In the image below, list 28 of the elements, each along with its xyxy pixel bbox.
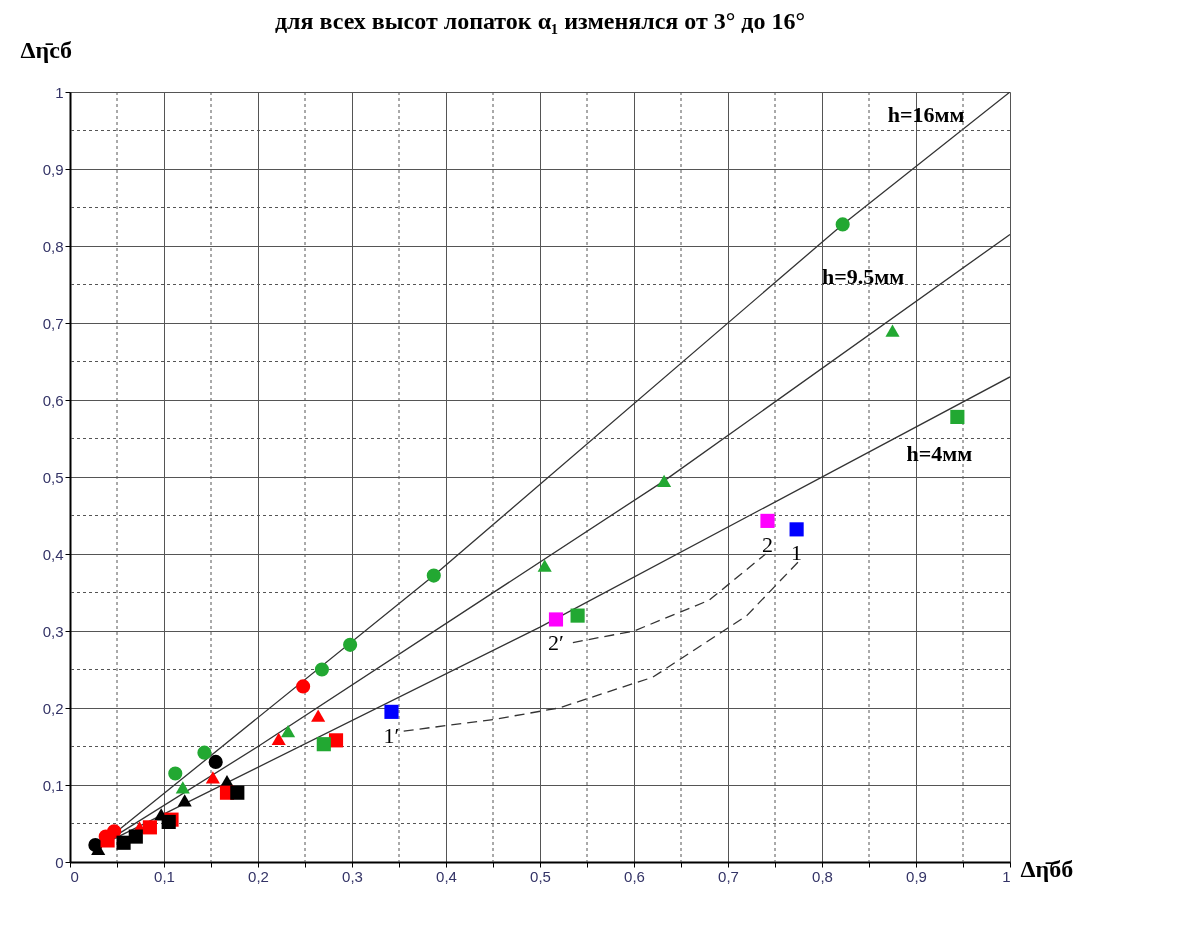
x-tick-label: 0,2 [248, 867, 269, 885]
y-tick-label: 1 [55, 83, 64, 101]
annotation: 2 [761, 531, 773, 557]
x-tick-label: 0,7 [718, 867, 739, 885]
x-tick-label: 0,6 [624, 867, 645, 885]
y-tick-label: 0,6 [42, 391, 64, 409]
x-tick-label: 0,4 [436, 867, 457, 885]
x-tick-label: 0,9 [906, 867, 927, 885]
annotation: 2′ [548, 630, 564, 656]
y-tick-label: 0,7 [42, 314, 64, 332]
y-tick-label: 0,5 [42, 468, 64, 486]
chart-title: для всех высот лопаток α₁ изменялся от 3° до 16° [274, 8, 806, 34]
x-axis-title: Δη̄бб [1020, 855, 1074, 882]
y-tick-label: 0,1 [42, 776, 64, 794]
y-tick-label: 0,3 [42, 622, 64, 640]
y-axis-title: Δη̄сб [20, 36, 73, 63]
x-tick-label: 0,3 [342, 867, 363, 885]
y-tick-label: 0,8 [42, 237, 64, 255]
x-tick-label: 0,5 [530, 867, 551, 885]
x-tick-label: 1 [1002, 867, 1011, 885]
annotation: 1′ [383, 722, 400, 748]
x-tick-label: 0,1 [154, 867, 175, 885]
y-tick-label: 0,2 [42, 699, 64, 717]
y-tick-label: 0,9 [42, 160, 64, 178]
x-tick-label: 0,8 [812, 867, 833, 885]
x-tick-label: 0 [70, 867, 79, 885]
y-tick-label: 0,4 [42, 545, 64, 563]
y-tick-label: 0 [55, 853, 64, 871]
